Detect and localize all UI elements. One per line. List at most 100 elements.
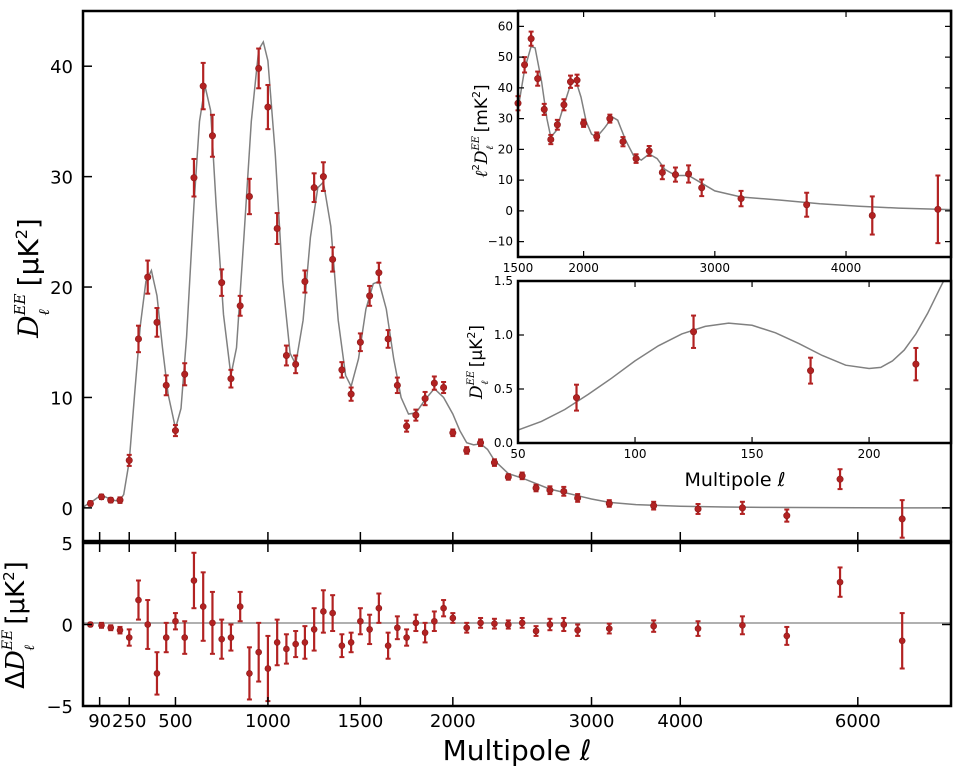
main-model-line — [82, 39, 947, 509]
residual-point — [301, 639, 309, 646]
inset-high-l-point — [593, 132, 601, 140]
inset-low-l-x-tick-label: 100 — [624, 447, 647, 461]
residual-point — [135, 596, 142, 604]
residual-point — [338, 642, 346, 649]
main-point — [255, 64, 263, 72]
main-point — [208, 132, 216, 140]
inset-high-l-clip — [518, 45, 951, 211]
residual-point — [836, 578, 844, 586]
inset-high-l-point — [685, 170, 693, 178]
residual-point — [898, 637, 906, 645]
inset-high-l-y-tick-label: 0 — [505, 204, 513, 218]
residual-point — [491, 620, 498, 627]
main-point — [264, 103, 272, 111]
inset-high-l-point — [803, 201, 811, 209]
inset-low-l-model-line — [518, 281, 945, 431]
main-point — [694, 505, 702, 513]
inset-low-l-point — [690, 328, 698, 336]
residual-point — [181, 634, 189, 641]
inset-high-l-point — [566, 78, 574, 86]
main-y-tick-label: 20 — [50, 278, 73, 299]
main-point — [181, 370, 189, 378]
residual-point — [98, 622, 105, 629]
inset-high-l-point — [671, 171, 679, 179]
inset-high-l-point — [934, 205, 942, 213]
residual-point — [366, 626, 373, 633]
residual-data-points — [87, 551, 906, 703]
inset-high-l-y-tick-label: 50 — [498, 50, 513, 64]
inset-high-l-point — [560, 101, 568, 109]
inset-high-l-model-line — [518, 45, 951, 211]
main-point — [574, 494, 582, 502]
residual-y-tick-label: 0 — [62, 616, 73, 637]
main-point — [190, 174, 198, 182]
residual-point — [292, 640, 299, 648]
main-point — [273, 225, 281, 233]
inset-low-l-x-axis-label: Multipole ℓ — [685, 469, 786, 491]
main-point — [605, 499, 613, 507]
main-y-tick-label: 0 — [62, 499, 73, 520]
residual-point — [739, 622, 746, 629]
x-tick-label: 90 — [88, 711, 111, 732]
residual-point — [162, 634, 170, 641]
residual-point — [412, 619, 420, 627]
residual-y-ticks: −5 0 5 — [46, 534, 951, 718]
main-point — [162, 381, 170, 389]
residual-point — [264, 665, 272, 672]
residual-point — [440, 604, 447, 612]
inset-low-l-y-tick-label: 0.0 — [494, 436, 513, 450]
inset-low-l-frame — [516, 279, 953, 445]
residual-point — [218, 635, 225, 643]
inset-high-l-x-tick-label: 2000 — [568, 261, 599, 275]
inset-low-l-point — [912, 360, 920, 368]
main-point — [107, 496, 115, 504]
main-point — [153, 318, 161, 326]
x-tick-label: 250 — [112, 711, 146, 732]
residual-point — [153, 670, 161, 677]
residual-point — [125, 634, 133, 641]
main-point — [403, 422, 411, 430]
residual-point — [144, 621, 152, 628]
x-tick-label: 1000 — [245, 711, 291, 732]
x-tick-label: 3000 — [569, 711, 615, 732]
residual-point — [463, 624, 471, 632]
main-x-axis-label: Multipole ℓ — [443, 734, 592, 767]
inset-high-l-background — [518, 11, 951, 257]
inset-high-l-y-tick-label: 60 — [498, 19, 513, 33]
main-y-tick-label: 30 — [50, 168, 73, 189]
main-point — [97, 493, 105, 501]
residual-point — [347, 639, 355, 646]
inset-low-l-background — [518, 281, 951, 443]
main-point — [490, 459, 498, 467]
main-model-curve — [82, 39, 947, 509]
main-point — [650, 502, 658, 510]
inset-low-l-y-tick-label: 1.5 — [494, 274, 513, 288]
residual-y-tick-label: 5 — [62, 534, 73, 555]
main-point — [347, 390, 355, 398]
residual-point — [449, 614, 457, 622]
main-point — [301, 278, 309, 286]
inset-high-l-point — [737, 195, 745, 203]
residual-point — [375, 604, 383, 612]
residual-point — [172, 617, 179, 625]
inset-low-l-y-tick-label: 1.0 — [494, 328, 513, 342]
inset-low-l-clip — [518, 281, 945, 431]
main-point — [245, 193, 253, 201]
inset-low-l-ticks: 50 100 150 200 0.0 0.5 1.0 1.5 — [494, 274, 951, 461]
residual-point — [357, 617, 364, 625]
residual-point — [403, 634, 410, 641]
inset-high-l-model-curve — [518, 45, 951, 211]
residual-point — [477, 619, 484, 627]
inset-high-l-x-tick-label: 4000 — [831, 261, 862, 275]
main-point — [227, 375, 235, 383]
residual-point — [310, 626, 318, 633]
inset-high-l-point — [868, 211, 876, 219]
x-tick-label: 4000 — [657, 711, 703, 732]
main-point — [86, 499, 94, 507]
main-point — [329, 255, 337, 263]
inset-high-l-x-tick-label: 1500 — [503, 261, 534, 275]
inset-low-l-point — [573, 394, 581, 402]
main-point — [463, 446, 471, 454]
